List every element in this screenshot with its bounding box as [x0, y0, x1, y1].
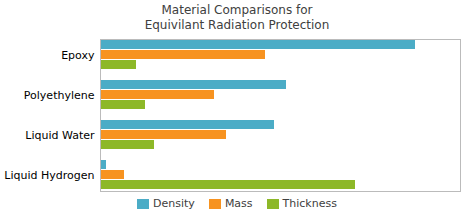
html-text:Mass: Mass [224, 197, 253, 210]
html-text:Material Comparisons for Equiv: Material Comparisons for Equivilant Radi… [144, 3, 330, 32]
svg-text:Polyethylene: Polyethylene [24, 89, 95, 102]
svg-text:Epoxy: Epoxy [61, 49, 95, 62]
svg-text:Liquid Water: Liquid Water [25, 129, 95, 142]
svg-text:Liquid Hydrogen: Liquid Hydrogen [4, 169, 94, 182]
html-text:Density: Density [153, 197, 195, 210]
html-text:Thickness: Thickness [282, 197, 337, 210]
